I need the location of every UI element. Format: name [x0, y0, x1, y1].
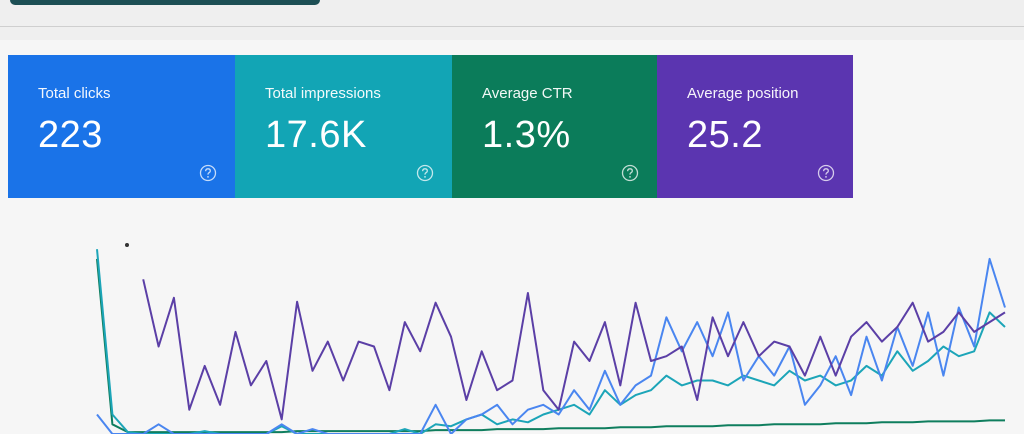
- help-icon[interactable]: [621, 164, 639, 182]
- help-glyph: [626, 168, 633, 175]
- help-circle: [199, 164, 217, 182]
- help-dot: [825, 176, 827, 178]
- top-bar: [10, 0, 320, 5]
- help-dot: [424, 176, 426, 178]
- metric-card[interactable]: Total clicks 223: [8, 55, 235, 198]
- series-line: [96, 249, 1006, 434]
- help-circle: [416, 164, 434, 182]
- help-glyph: [822, 168, 829, 175]
- metric-card[interactable]: Average CTR 1.3%: [452, 55, 657, 198]
- metric-label: Average CTR: [482, 85, 573, 102]
- metric-value: 1.3%: [482, 114, 571, 156]
- help-icon[interactable]: [817, 164, 835, 182]
- series-line: [96, 258, 1005, 434]
- series-line: [96, 257, 1006, 434]
- help-dot: [629, 176, 631, 178]
- series-line: [142, 279, 1006, 421]
- metric-label: Total impressions: [265, 85, 381, 102]
- metric-card[interactable]: Average position 25.2: [657, 55, 853, 198]
- metric-value: 17.6K: [265, 114, 367, 156]
- metric-value: 223: [38, 114, 103, 156]
- help-circle: [621, 164, 639, 182]
- divider: [0, 26, 1024, 27]
- help-circle: [817, 164, 835, 182]
- chart-dot: [125, 243, 129, 247]
- help-glyph: [204, 168, 211, 175]
- help-glyph: [421, 168, 428, 175]
- help-icon[interactable]: [199, 164, 217, 182]
- help-dot: [207, 176, 209, 178]
- metric-value: 25.2: [687, 114, 763, 156]
- help-icon[interactable]: [416, 164, 434, 182]
- metric-label: Total clicks: [38, 85, 111, 102]
- metric-label: Average position: [687, 85, 799, 102]
- metric-card[interactable]: Total impressions 17.6K: [235, 55, 452, 198]
